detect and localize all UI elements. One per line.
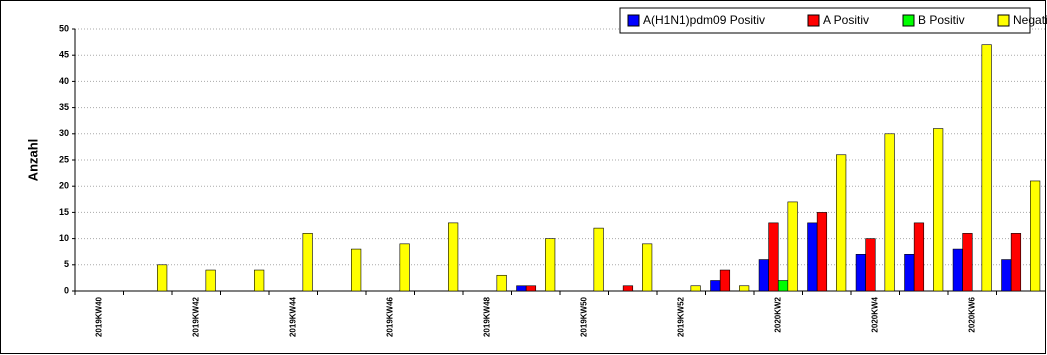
x-tick-label: 2019KW42 [191, 296, 200, 337]
bar [758, 259, 769, 292]
bar [1030, 180, 1041, 292]
bar [787, 201, 798, 292]
x-tick-label: 2019KW44 [288, 296, 297, 337]
legend-swatch [807, 14, 820, 27]
legend-box [619, 7, 1031, 34]
bar [205, 269, 216, 292]
legend-label: A Positiv [823, 13, 869, 27]
bar [739, 285, 750, 292]
y-tick-label: 40 [59, 76, 69, 86]
y-tick-label: 0 [64, 285, 69, 295]
bar [545, 238, 556, 292]
y-tick-label: 5 [64, 259, 69, 269]
bar [981, 44, 992, 292]
x-tick-label: 2020KW4 [870, 296, 879, 332]
y-tick-label: 20 [59, 181, 69, 191]
y-tick-label: 15 [59, 207, 69, 217]
legend-swatch [997, 14, 1010, 27]
bar [254, 269, 265, 292]
y-tick-label: 10 [59, 233, 69, 243]
legend-label: Negativ [1013, 13, 1047, 27]
bar [952, 248, 963, 292]
bar [962, 233, 973, 292]
x-tick-label: 2020KW6 [967, 296, 976, 332]
bar [913, 222, 925, 292]
bar [496, 274, 507, 292]
bar [865, 238, 876, 292]
bar [777, 280, 789, 292]
bar [719, 269, 731, 292]
bar [884, 133, 895, 292]
x-tick-label: 2019KW48 [482, 296, 491, 337]
bar [1010, 233, 1022, 292]
x-tick-label: 2019KW46 [385, 296, 394, 337]
bar [855, 254, 866, 292]
bar [399, 243, 410, 292]
bar [593, 227, 604, 292]
legend-label: B Positiv [918, 13, 965, 27]
bar [516, 285, 527, 292]
bar [933, 128, 944, 292]
bar [525, 285, 537, 292]
y-tick-label: 50 [59, 23, 69, 33]
y-tick-label: 25 [59, 154, 69, 164]
bar [904, 254, 915, 292]
legend-swatch [902, 14, 915, 27]
x-tick-label: 2020KW2 [773, 296, 782, 332]
bar [622, 285, 634, 292]
y-tick-label: 35 [59, 102, 69, 112]
y-axis-label: Anzahl [25, 139, 40, 182]
x-tick-label: 2019KW52 [676, 296, 685, 337]
bar [448, 222, 459, 292]
bar [690, 285, 701, 292]
y-tick-label: 45 [59, 50, 69, 60]
bar [302, 233, 313, 292]
y-tick-label: 30 [59, 128, 69, 138]
x-tick-label: 2019KW40 [94, 296, 103, 337]
bar [1001, 259, 1012, 292]
legend-swatch [627, 14, 640, 27]
legend-label: A(H1N1)pdm09 Positiv [643, 13, 765, 27]
bar [642, 243, 653, 292]
bar [836, 154, 847, 292]
bar [768, 222, 779, 292]
x-tick-label: 2019KW50 [579, 296, 588, 337]
bar [157, 264, 168, 292]
bar [351, 248, 362, 292]
bar [807, 222, 818, 292]
bar [816, 212, 828, 292]
bar [710, 280, 721, 292]
